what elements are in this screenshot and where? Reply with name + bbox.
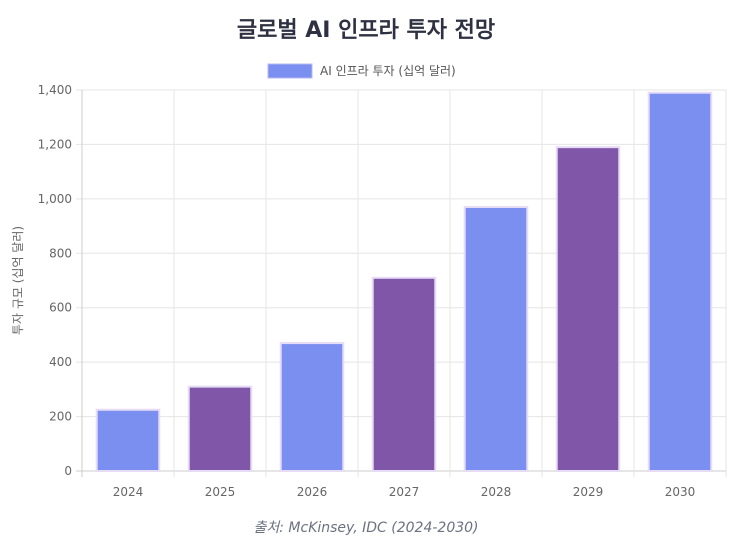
bar-2025[interactable] bbox=[187, 385, 253, 472]
x-tick-label: 2024 bbox=[113, 485, 144, 499]
y-tick-label: 0 bbox=[64, 464, 72, 478]
x-tick-label: 2025 bbox=[205, 485, 236, 499]
x-tick-label: 2027 bbox=[389, 485, 420, 499]
bar-2024[interactable] bbox=[95, 408, 161, 472]
y-tick-label: 200 bbox=[49, 410, 72, 424]
y-tick-label: 1,400 bbox=[38, 83, 72, 97]
x-tick-label: 2029 bbox=[573, 485, 604, 499]
y-tick-label: 1,200 bbox=[38, 137, 72, 151]
bar-2030[interactable] bbox=[647, 91, 713, 472]
legend: AI 인프라 투자 (십억 달러) bbox=[267, 63, 456, 79]
legend-swatch[interactable] bbox=[267, 63, 313, 79]
y-tick-label: 400 bbox=[49, 355, 72, 369]
legend-label[interactable]: AI 인프라 투자 (십억 달러) bbox=[320, 64, 456, 78]
bar-2029[interactable] bbox=[555, 146, 621, 472]
y-tick-label: 800 bbox=[49, 246, 72, 260]
chart-title: 글로벌 AI 인프라 투자 전망 bbox=[236, 18, 496, 43]
bar-2027[interactable] bbox=[371, 276, 437, 472]
axes: 0 200 400 600 800 1,000 1,200 1,400 2024 2025 2026… bbox=[38, 83, 696, 499]
y-tick-label: 600 bbox=[49, 301, 72, 315]
bar-2028[interactable] bbox=[463, 206, 529, 472]
x-tick-label: 2028 bbox=[481, 485, 512, 499]
x-tick-label: 2026 bbox=[297, 485, 328, 499]
chart-source: 출처: McKinsey, IDC (2024-2030) bbox=[253, 520, 479, 536]
bar-2026[interactable] bbox=[279, 342, 345, 473]
x-tick-label: 2030 bbox=[665, 485, 696, 499]
y-axis-title: 투자 규모 (십억 달러) bbox=[11, 226, 25, 335]
bars bbox=[95, 91, 713, 473]
y-tick-label: 1,000 bbox=[38, 192, 72, 206]
